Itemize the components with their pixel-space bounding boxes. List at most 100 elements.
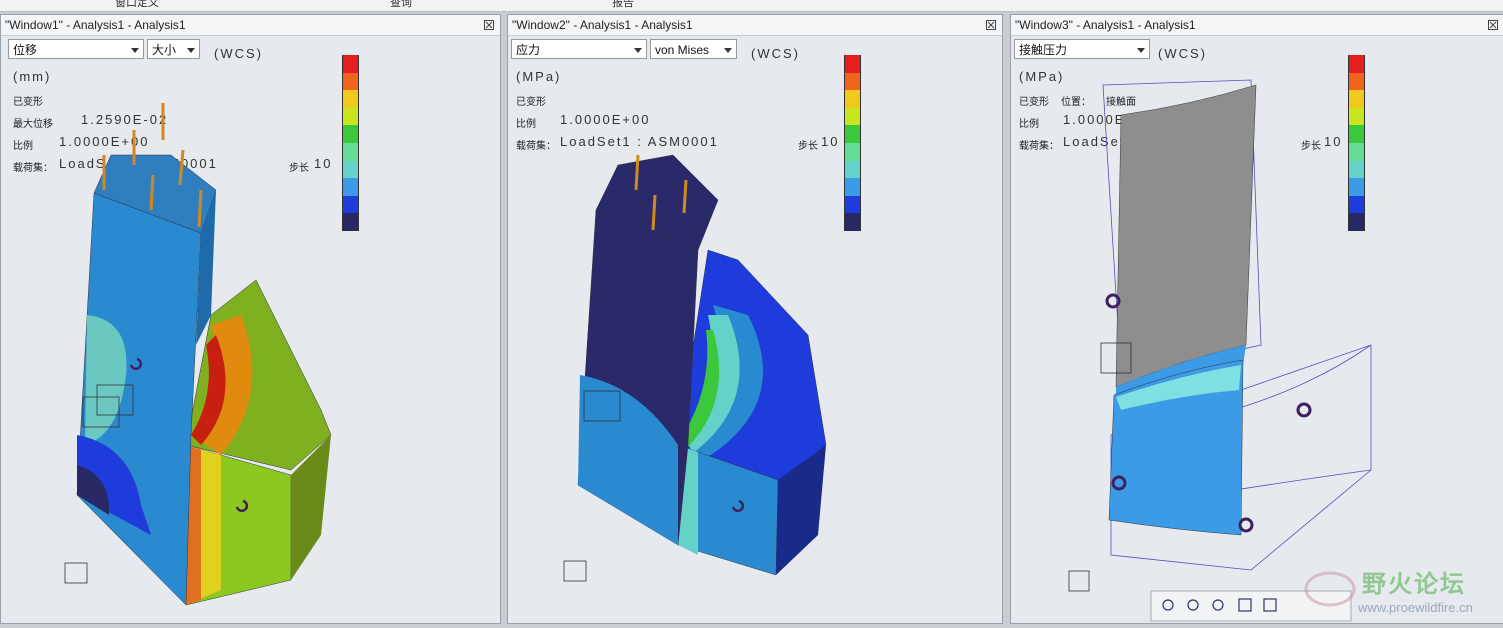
legend-swatch xyxy=(1348,143,1365,161)
legend-swatch xyxy=(342,90,359,108)
deformed: 已变形 xyxy=(13,97,43,108)
legend-value: 5.036e-03 xyxy=(464,158,500,174)
close-icon[interactable] xyxy=(986,20,996,30)
legend-swatch xyxy=(844,90,861,108)
close-icon[interactable] xyxy=(1488,20,1498,30)
window-title: "Window2" - Analysis1 - Analysis1 xyxy=(508,15,1002,36)
label: 步长 xyxy=(798,141,818,152)
model xyxy=(64,103,332,606)
menu-item[interactable]: 查询 xyxy=(390,0,412,9)
window: "Window3" - Analysis1 - Analysis1 接触压力 (… xyxy=(1010,14,1503,624)
legend-swatch xyxy=(342,178,359,196)
label: 位置： xyxy=(1061,97,1091,108)
legend-swatch xyxy=(844,195,861,214)
legend-swatch xyxy=(1348,178,1365,196)
label: 载荷集： xyxy=(13,163,53,174)
legend-swatch xyxy=(844,72,861,91)
legend-swatch xyxy=(342,55,359,73)
title-text: "Window3" - Analysis1 - Analysis1 xyxy=(1015,18,1196,32)
deformed: 已变形 xyxy=(1019,97,1049,108)
legend-value: 700.000 xyxy=(966,105,1002,121)
legend-value: 500.000 xyxy=(966,140,1002,156)
dropdown[interactable]: 应力 xyxy=(511,39,647,59)
window-title: "Window1" - Analysis1 - Analysis1 xyxy=(1,15,500,36)
value: LoadSet1 : ASM0001 xyxy=(560,134,719,149)
label: 步长 xyxy=(1301,141,1321,152)
legend-value: 410.048 xyxy=(1470,140,1503,156)
coord: (WCS) xyxy=(1158,46,1207,61)
legend-value: 300.000 xyxy=(966,175,1002,191)
legend-swatch xyxy=(342,125,359,143)
legend-value: 1.259e-02 xyxy=(464,52,500,68)
legend-swatch xyxy=(342,213,359,231)
legend-value: 3.777e-03 xyxy=(464,175,500,191)
menu-item[interactable]: 窗口定义 xyxy=(115,0,159,9)
window: "Window2" - Analysis1 - Analysis1 应力 von… xyxy=(507,14,1003,624)
legend-value: 820.096 xyxy=(1470,52,1503,68)
value: 10 xyxy=(1324,134,1343,149)
legend-value: 0.00000 xyxy=(1470,228,1503,244)
value: 1.0000E+00 xyxy=(560,112,651,127)
legend-swatch xyxy=(844,55,861,73)
legend-value: 600.000 xyxy=(966,122,1002,138)
legend-value: 738.086 xyxy=(1470,70,1503,86)
dropdown[interactable]: 接触压力 xyxy=(1014,39,1150,59)
legend-value: 6.295e-03 xyxy=(464,140,500,156)
watermark-url: www.proewildfire.cn xyxy=(1358,600,1473,615)
menu-bar: 窗口定义 查询 报告 xyxy=(0,0,1503,12)
watermark-title: 野火论坛 xyxy=(1362,571,1466,598)
legend-swatch xyxy=(1348,213,1365,231)
legend-value: 900.000 xyxy=(966,70,1002,86)
coord: (WCS) xyxy=(214,46,263,61)
watermark-logo xyxy=(1304,571,1356,607)
legend-value: 8.813e-03 xyxy=(464,105,500,121)
label: 载荷集： xyxy=(1019,141,1059,152)
label: 比例 xyxy=(516,119,536,130)
dropdown[interactable]: von Mises xyxy=(650,39,737,59)
window: "Window1" - Analysis1 - Analysis1 位移 大小 … xyxy=(0,14,501,624)
legend-value: 800.000 xyxy=(966,87,1002,103)
value: 10 xyxy=(314,156,333,171)
legend-value: 1.133e-02 xyxy=(464,70,500,86)
label: 步长 xyxy=(289,163,309,174)
title-text: "Window1" - Analysis1 - Analysis1 xyxy=(5,18,186,32)
legend-value: 492.058 xyxy=(1470,122,1503,138)
legend-value: 328.038 xyxy=(1470,158,1503,174)
unit: (mm) xyxy=(13,69,52,84)
model xyxy=(563,154,827,582)
legend-value: 7.554e-03 xyxy=(464,122,500,138)
legend-value: 1.259e-03 xyxy=(464,210,500,226)
value: 1.0000E+00 xyxy=(59,134,150,149)
deformed: 已变形 xyxy=(516,97,546,108)
legend-value: 5.675e-20 xyxy=(464,228,500,244)
legend-value: 100.000 xyxy=(966,210,1002,226)
legend-swatch xyxy=(844,143,861,161)
legend-swatch xyxy=(1348,55,1365,73)
legend-swatch xyxy=(342,160,359,179)
legend-value: 1.007e-02 xyxy=(464,87,500,103)
legend-value: 2.518e-03 xyxy=(464,193,500,209)
coord: (WCS) xyxy=(751,46,800,61)
value: 接触面 xyxy=(1106,97,1136,108)
label: 最大位移 xyxy=(13,119,53,130)
legend-value: 400.000 xyxy=(966,158,1002,174)
dropdown[interactable]: 位移 xyxy=(8,39,144,59)
legend-value: 574.067 xyxy=(1470,105,1503,121)
close-icon[interactable] xyxy=(484,20,494,30)
legend-swatch xyxy=(1348,195,1365,214)
legend-swatch xyxy=(844,125,861,143)
menu-item[interactable]: 报告 xyxy=(612,0,634,9)
legend-swatch xyxy=(1348,90,1365,108)
label: 比例 xyxy=(1019,119,1039,130)
legend-value: 656.077 xyxy=(1470,87,1503,103)
legend-swatch xyxy=(1348,107,1365,126)
legend-swatch xyxy=(342,72,359,91)
legend-swatch xyxy=(1348,125,1365,143)
legend-swatch xyxy=(342,195,359,214)
legend-swatch xyxy=(342,143,359,161)
dropdown[interactable]: 大小 xyxy=(147,39,200,59)
legend-value: 0.85338 xyxy=(966,228,1002,244)
legend-swatch xyxy=(844,178,861,196)
legend-swatch xyxy=(342,107,359,126)
